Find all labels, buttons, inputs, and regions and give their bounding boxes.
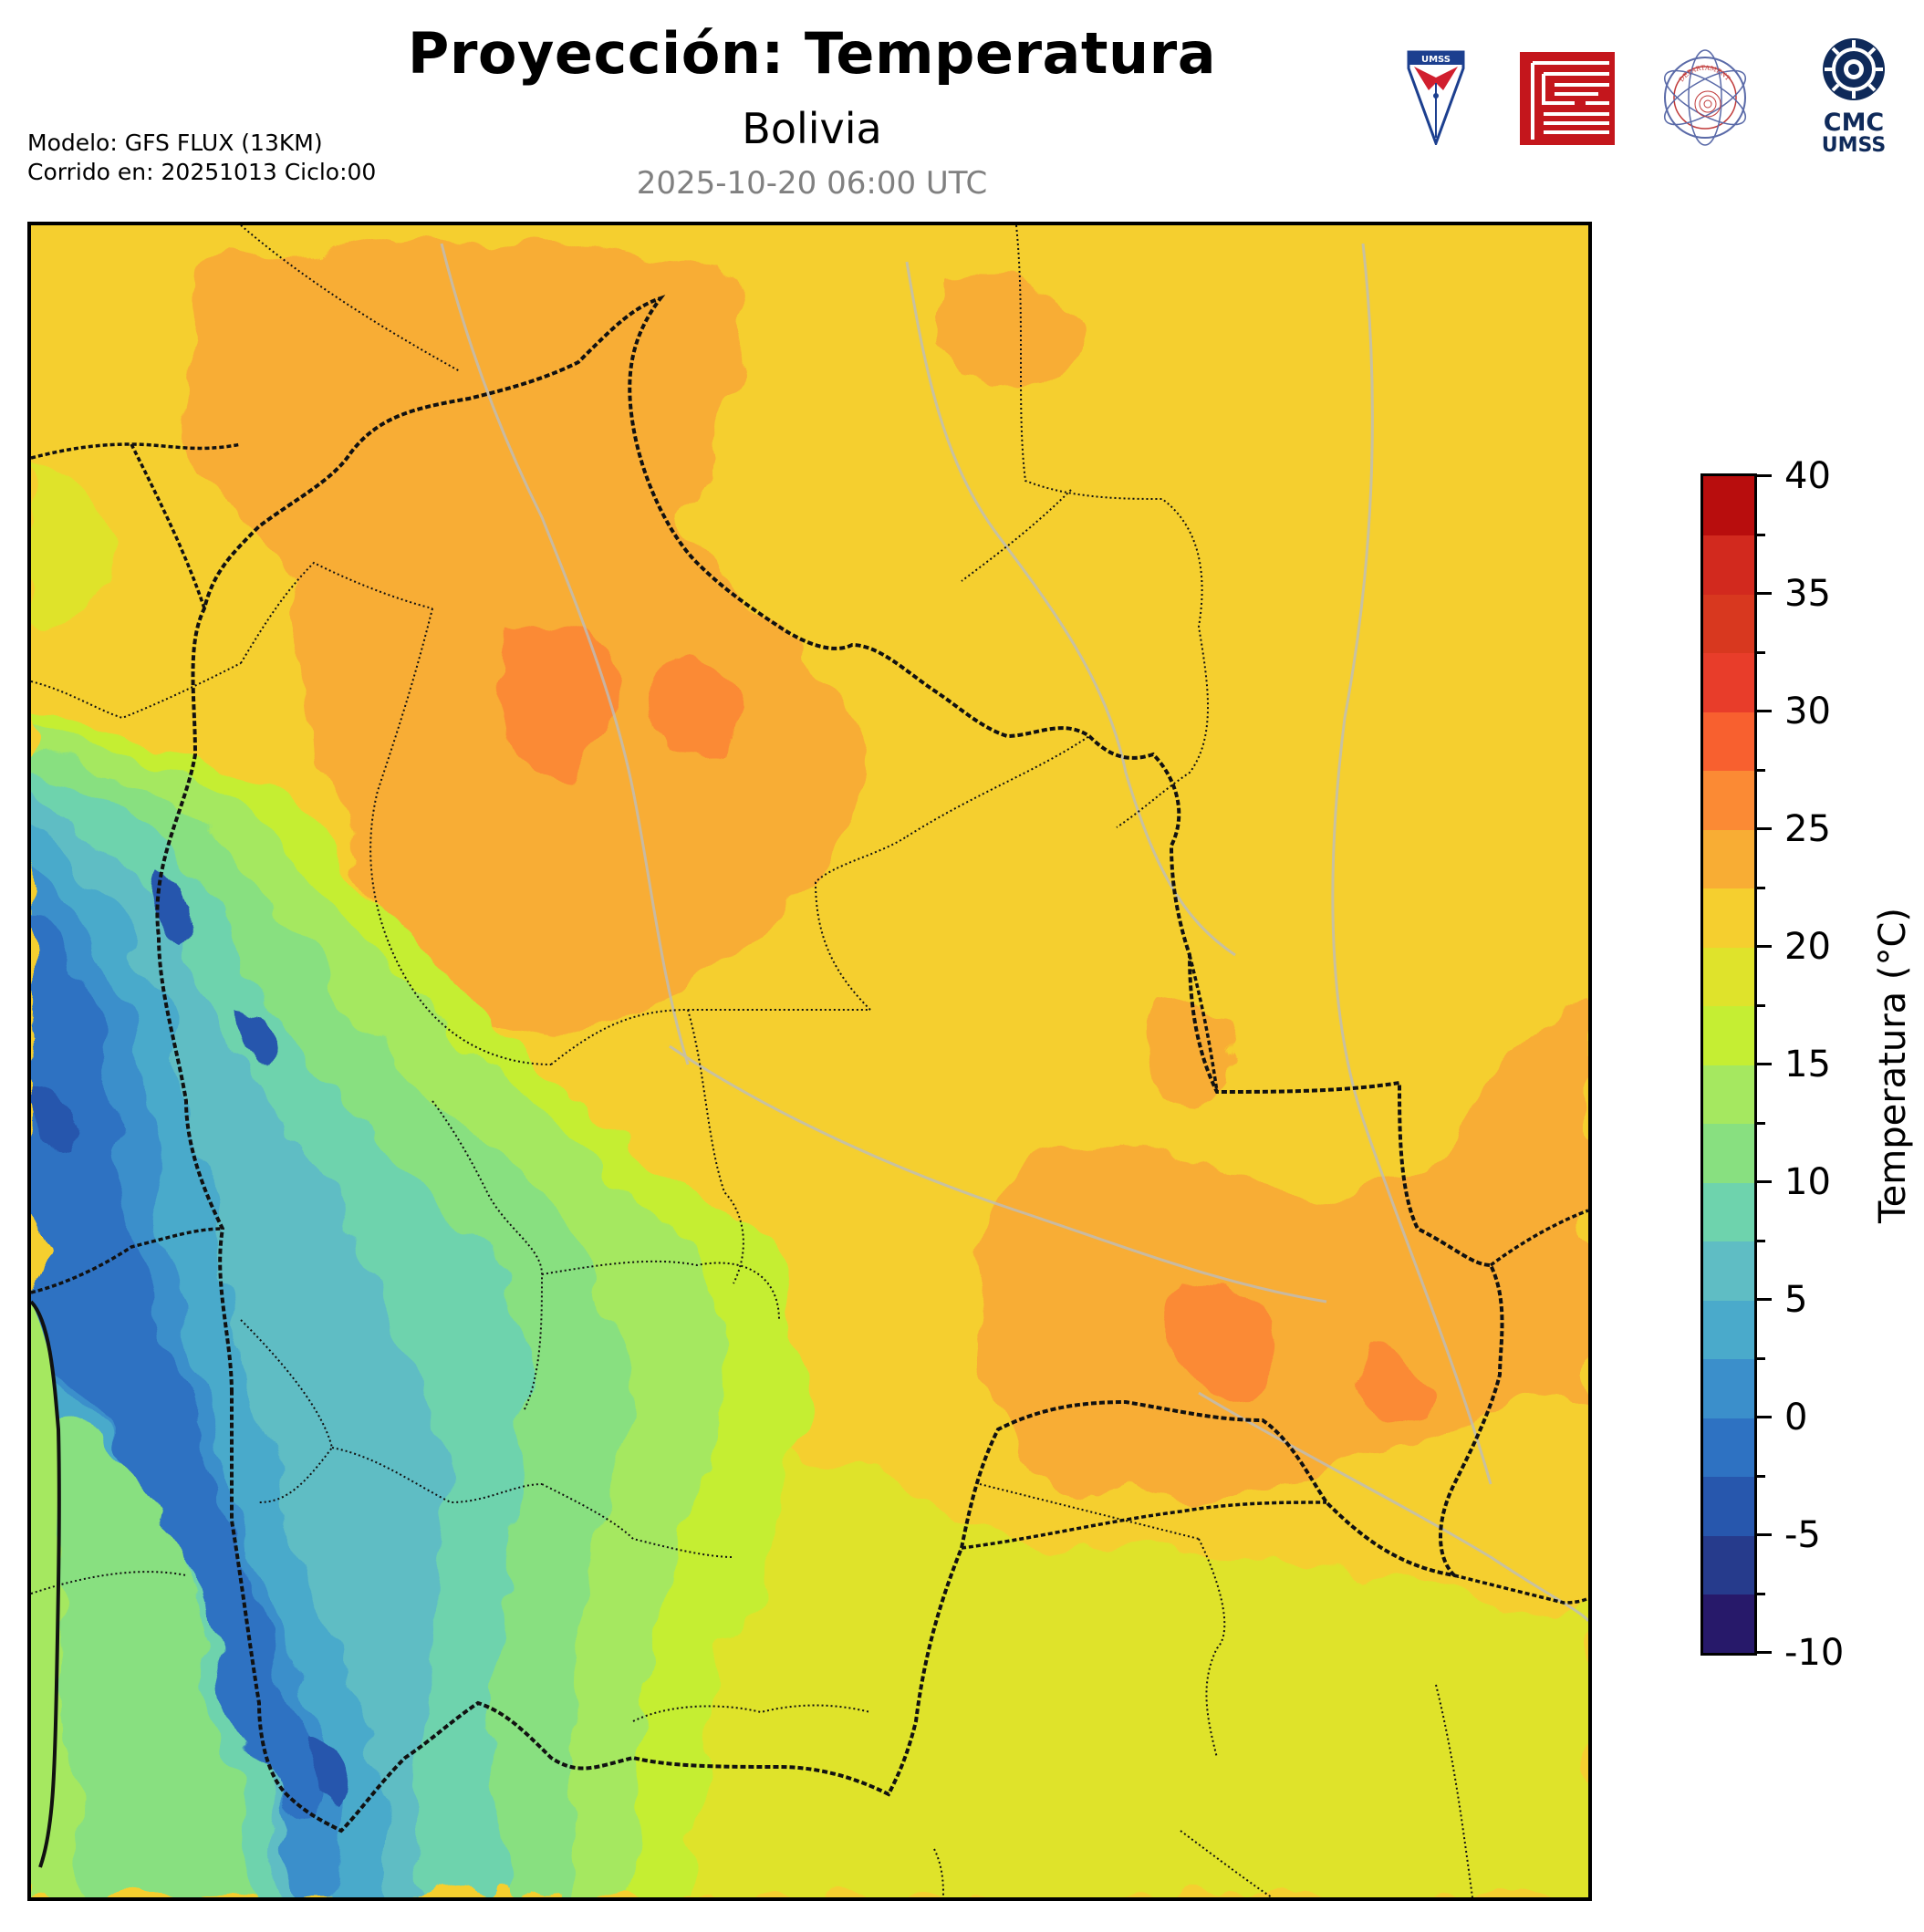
coastal-strip (31, 1302, 58, 1885)
temperature-band-warm-southeast (976, 1001, 1588, 1494)
temperature-band-hot-3 (1170, 1282, 1283, 1404)
colorbar-tick-label: 40 (1784, 455, 1831, 497)
chart-title: Proyección: Temperatura (407, 20, 1217, 87)
colorbar-tick-label: 20 (1784, 926, 1831, 968)
colorbar-segment (1703, 770, 1754, 830)
colorbar-tick-label: 5 (1784, 1279, 1808, 1321)
colorbar-tick-label: 25 (1784, 808, 1831, 850)
cmc-logo-text: CMC (1824, 109, 1885, 137)
colorbar-segment (1703, 535, 1754, 595)
model-info: Modelo: GFS FLUX (13KM) (27, 130, 323, 156)
colorbar-segment (1703, 1241, 1754, 1301)
umss-shield-logo: UMSS (1407, 50, 1465, 148)
temperature-band-cool-south (515, 1393, 1588, 1897)
rivers (440, 243, 1588, 1622)
colorbar-segment (1703, 1535, 1754, 1594)
colorbar-segment (1703, 888, 1754, 948)
temperature-band-minus5-2 (246, 1010, 278, 1065)
red-maze-logo (1520, 52, 1615, 145)
coastline (31, 1300, 61, 1868)
country-borders (31, 442, 1588, 1605)
colorbar-label: Temperatura (°C) (1872, 907, 1914, 1224)
region-subtitle: Bolivia (742, 104, 882, 153)
colorbar-tick-label: -10 (1784, 1632, 1845, 1674)
temperature-band-hot-4 (1354, 1345, 1425, 1419)
colorbar-tick-label: 15 (1784, 1044, 1831, 1085)
temperature-map[interactable] (27, 222, 1592, 1901)
bolivia-national-border (155, 295, 1504, 1833)
colorbar-segment (1703, 1182, 1754, 1241)
umss-logo-subtext: UMSS (1822, 134, 1886, 155)
colorbar-segment (1703, 1594, 1754, 1653)
colorbar-segment (1703, 476, 1754, 535)
temperature-band-cool-northwest (31, 462, 115, 621)
temperature-band-minus5-1 (155, 864, 187, 946)
temperature-band-minus5-4 (31, 1083, 79, 1147)
temperature-band-minus5-3 (302, 1740, 348, 1814)
colorbar-segment (1703, 652, 1754, 712)
colorbar-segment (1703, 712, 1754, 771)
colorbar-segment (1703, 947, 1754, 1006)
umss-logo-text: UMSS (1421, 55, 1451, 65)
colorbar-segment (1703, 1005, 1754, 1065)
colorbar-segment (1703, 1123, 1754, 1183)
colorbar-tick-label: 35 (1784, 573, 1831, 615)
colorbar-tick-label: 30 (1784, 691, 1831, 732)
cmc-umss-logo: CMC UMSS (1810, 35, 1898, 157)
department-borders (31, 225, 1473, 1897)
valid-time: 2025-10-20 06:00 UTC (636, 165, 988, 202)
temperature-band-warm-ne (943, 275, 1089, 388)
colorbar-segment (1703, 829, 1754, 888)
colorbar-segment (1703, 1065, 1754, 1124)
colorbar-tick-label: -5 (1784, 1514, 1821, 1556)
temperature-band-minus2 (31, 919, 323, 1822)
colorbar-segment (1703, 1418, 1754, 1477)
colorbar-tick-label: 0 (1784, 1397, 1808, 1439)
temperature-colorbar (1700, 473, 1757, 1656)
colorbar-segment (1703, 1358, 1754, 1418)
colorbar-segment (1703, 1300, 1754, 1359)
departamento-fisica-seal-logo: DEPARTAMENTO DE FÍSICA (1651, 41, 1755, 148)
temperature-band-hot-1 (494, 622, 615, 774)
colorbar-segment (1703, 594, 1754, 653)
colorbar-segment (1703, 1476, 1754, 1536)
colorbar-tick-label: 10 (1784, 1161, 1831, 1203)
run-info: Corrido en: 20251013 Ciclo:00 (27, 159, 377, 185)
temperature-band-hot-2 (654, 652, 736, 765)
